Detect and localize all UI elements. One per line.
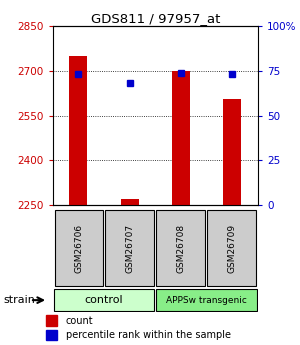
Text: GSM26708: GSM26708 xyxy=(176,224,185,273)
Bar xyxy=(172,71,190,205)
Bar xyxy=(207,210,256,286)
Bar xyxy=(223,99,241,205)
Bar xyxy=(156,210,205,286)
Text: strain: strain xyxy=(3,295,35,305)
Text: control: control xyxy=(85,295,123,305)
Bar xyxy=(156,289,257,311)
Text: count: count xyxy=(66,316,93,326)
Bar xyxy=(105,210,154,286)
Text: GSM26706: GSM26706 xyxy=(74,224,83,273)
Bar xyxy=(55,210,104,286)
Text: APPSw transgenic: APPSw transgenic xyxy=(166,296,247,305)
Title: GDS811 / 97957_at: GDS811 / 97957_at xyxy=(91,12,220,25)
Bar xyxy=(69,56,87,205)
Bar xyxy=(121,199,139,205)
Bar xyxy=(46,330,57,340)
Text: GSM26709: GSM26709 xyxy=(227,224,236,273)
Bar xyxy=(53,289,154,311)
Bar xyxy=(46,315,57,326)
Text: GSM26707: GSM26707 xyxy=(125,224,134,273)
Text: percentile rank within the sample: percentile rank within the sample xyxy=(66,330,231,340)
